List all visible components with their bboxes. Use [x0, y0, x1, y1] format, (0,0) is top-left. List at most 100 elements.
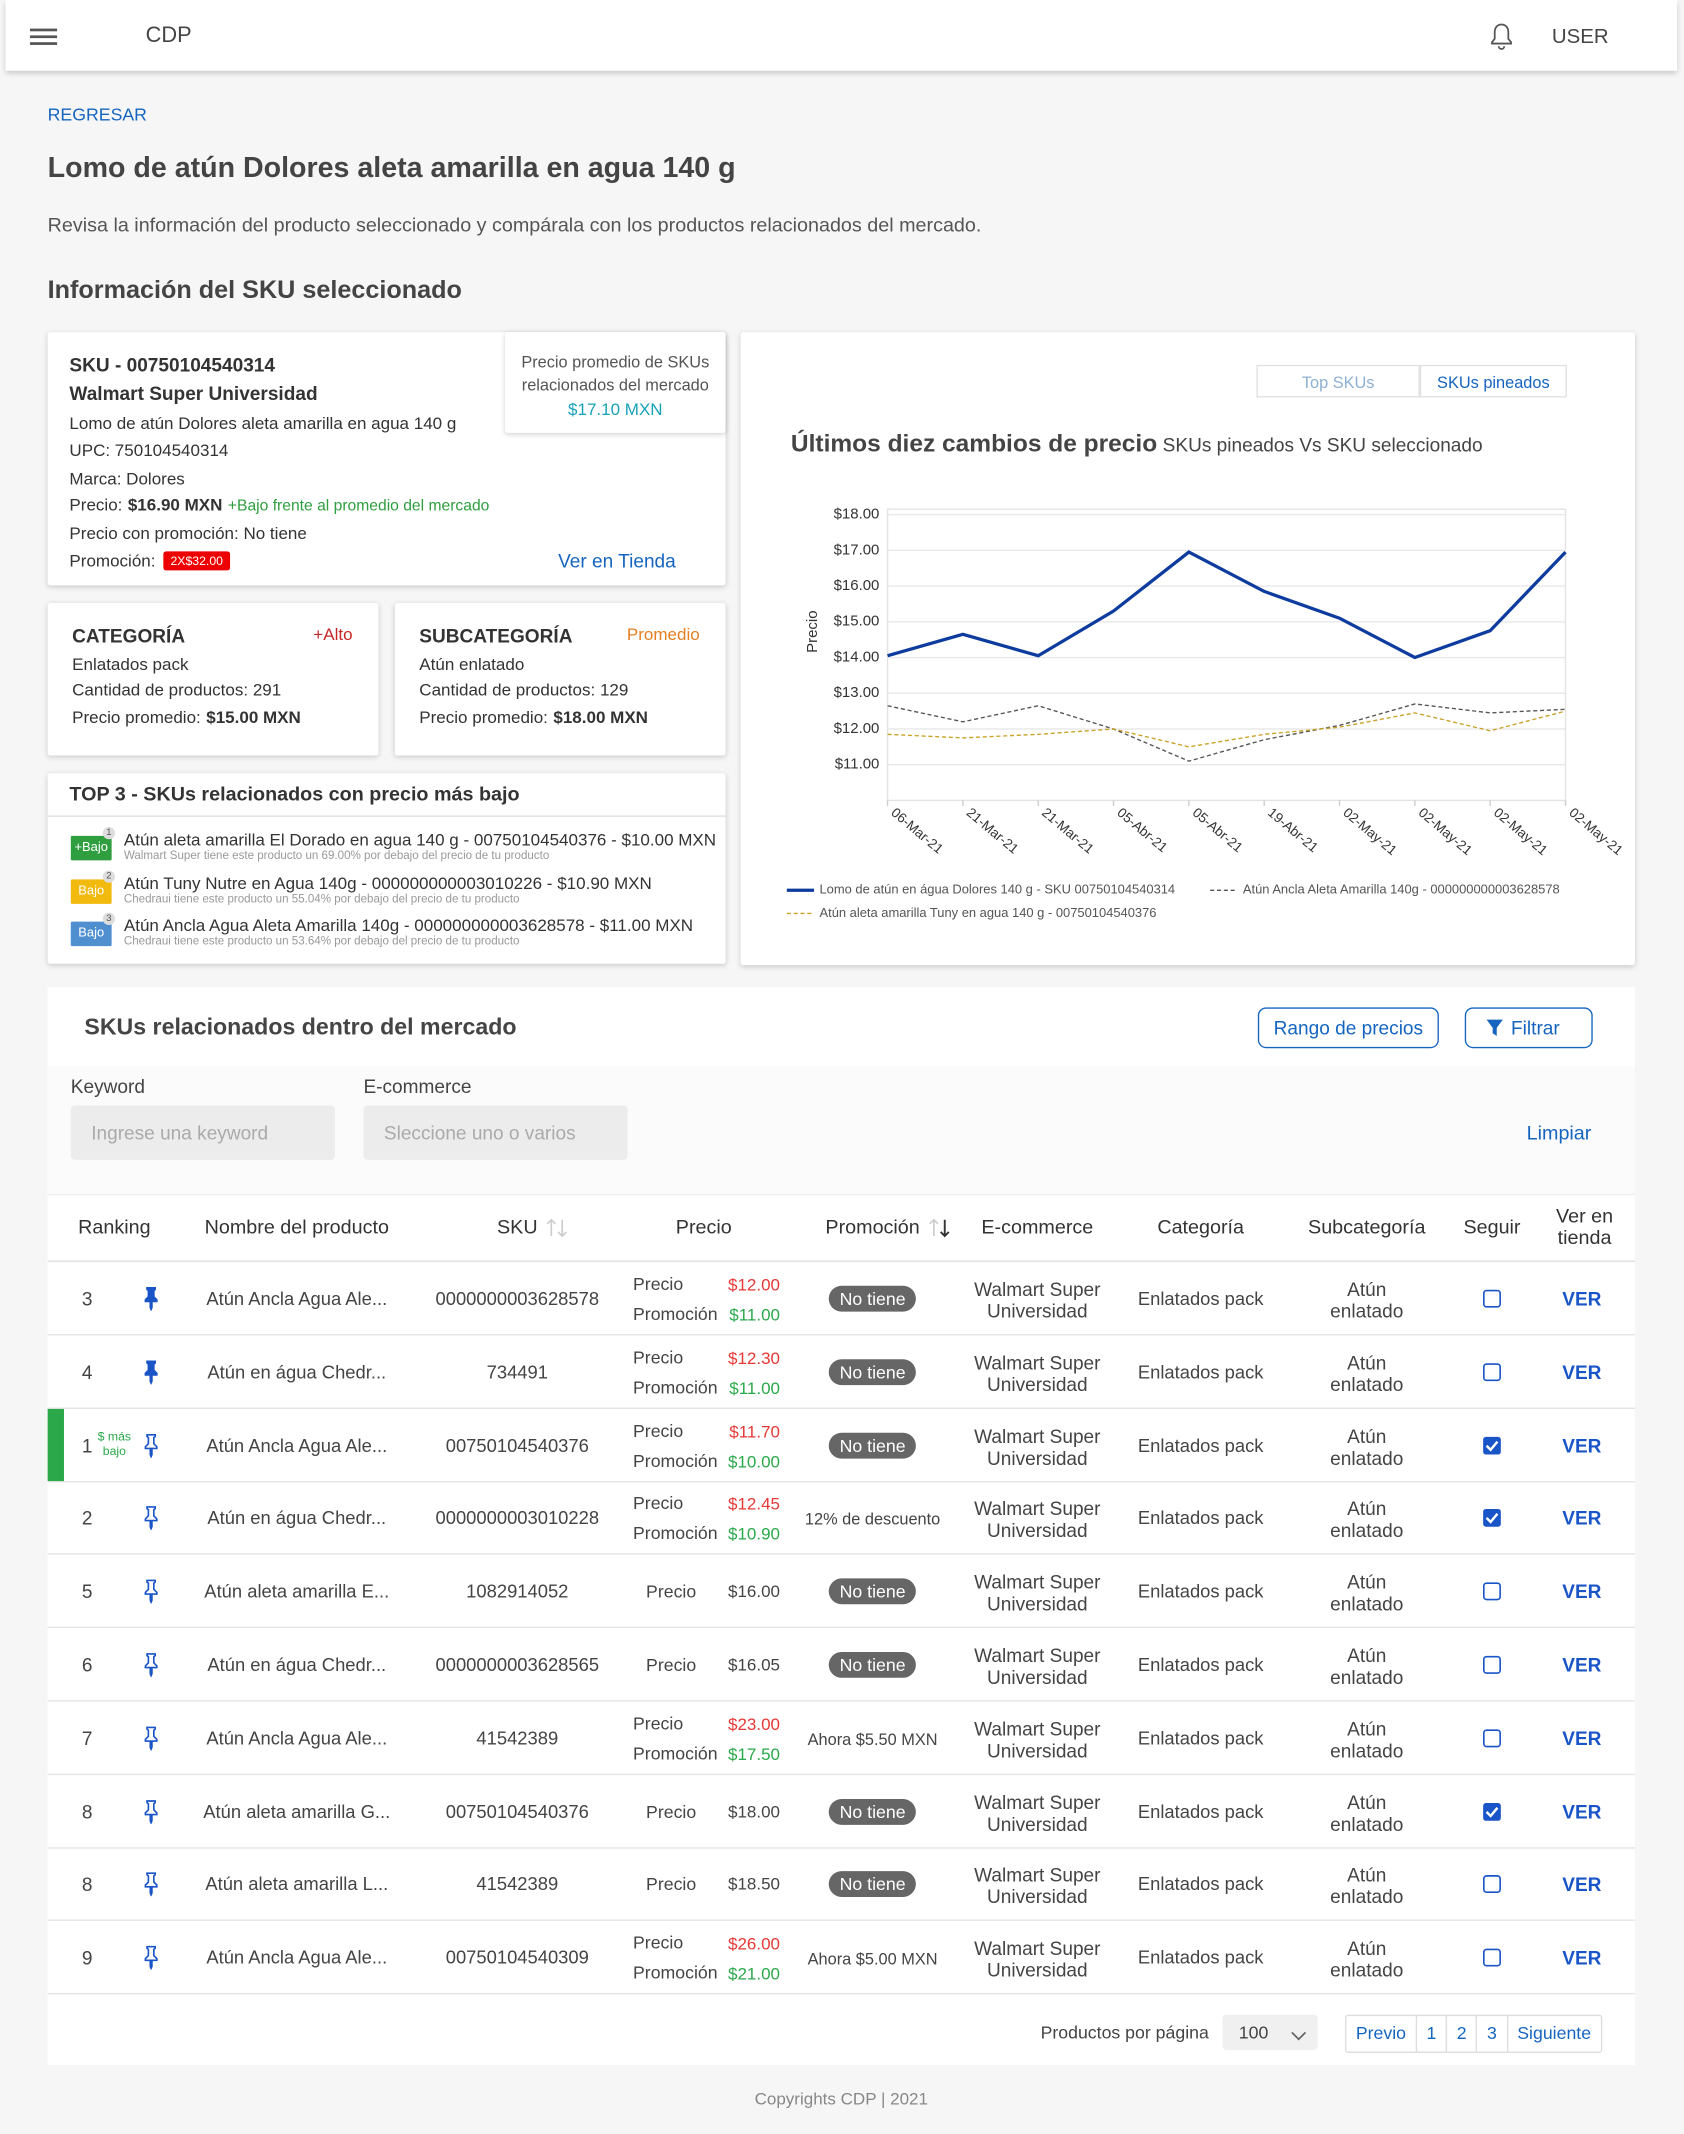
y-tick-label: $14.00 [834, 648, 880, 665]
icon-shape [1291, 2031, 1307, 2041]
view-link[interactable]: VER [1562, 1507, 1602, 1530]
card-tag: +Alto [313, 624, 353, 644]
subcategory: Atún enlatado [1330, 1937, 1404, 1981]
pin-button[interactable] [140, 1946, 162, 1971]
icon-shape [1485, 1440, 1499, 1452]
follow-checkbox[interactable] [1482, 1655, 1501, 1674]
sku: 41542389 [476, 1727, 559, 1749]
ranking: 8 [81, 1873, 93, 1896]
series-line [887, 550, 1567, 660]
pin-button[interactable] [140, 1653, 162, 1678]
ecommerce-select[interactable]: Sleccione uno o varios [363, 1105, 628, 1160]
price-label: Precio [633, 1932, 684, 1954]
series-line [887, 703, 1566, 762]
view-link[interactable]: VER [1562, 1434, 1602, 1457]
sku: 41542389 [476, 1874, 559, 1895]
view-link[interactable]: VER [1562, 1653, 1602, 1676]
pin-button[interactable] [140, 1799, 162, 1825]
icon-shape [144, 1872, 158, 1898]
sort-icon[interactable] [928, 1217, 950, 1239]
pin-button[interactable] [140, 1872, 162, 1898]
promo-label: Promoción [633, 1962, 718, 1983]
column-header[interactable]: SKU [496, 1217, 538, 1239]
ecommerce: Walmart Super Universidad [974, 1790, 1101, 1835]
follow-checkbox[interactable] [1482, 1436, 1501, 1455]
x-tick-label: 02-May-21 [1491, 805, 1550, 858]
page-button[interactable]: Siguiente [1517, 2022, 1592, 2044]
view-link[interactable]: VER [1562, 1873, 1602, 1896]
page-button[interactable]: 1 [1417, 2016, 1448, 2052]
promotion-pill: No tiene [828, 1651, 917, 1678]
icon-shape [1483, 1655, 1501, 1674]
pin-button[interactable] [140, 1360, 162, 1386]
keyword-placeholder: Ingrese una keyword [91, 1121, 269, 1144]
view-link[interactable]: VER [1562, 1727, 1602, 1749]
icon-shape [939, 1219, 950, 1238]
page-button[interactable]: 3 [1477, 2016, 1508, 2052]
sku-promo-row: Promoción: 2X$32.00 [69, 551, 230, 571]
per-page-select[interactable]: 100 [1222, 2014, 1318, 2051]
pin-button[interactable] [140, 1506, 162, 1532]
pin-button[interactable] [140, 1286, 162, 1312]
range-button[interactable]: Rango de precios [1257, 1007, 1439, 1049]
sort-icon[interactable] [546, 1217, 568, 1239]
ecommerce: Walmart Super Universidad [974, 1424, 1101, 1469]
follow-checkbox[interactable] [1482, 1875, 1501, 1894]
view-link[interactable]: VER [1562, 1800, 1602, 1823]
category: Enlatados pack [1137, 1947, 1264, 1969]
icon-shape [557, 1219, 567, 1238]
follow-checkbox[interactable] [1482, 1289, 1501, 1308]
icon-shape [1483, 1509, 1501, 1528]
sku-card: SKU - 00750104540314 Walmart Super Univer… [47, 332, 726, 586]
view-link[interactable]: VER [1562, 1361, 1602, 1383]
top3-badge: +Bajo [70, 835, 112, 861]
view-link[interactable]: VER [1562, 1287, 1602, 1310]
follow-checkbox[interactable] [1482, 1802, 1501, 1821]
pin-button[interactable] [140, 1726, 162, 1752]
page-button[interactable]: Previo [1346, 2016, 1417, 2052]
menu-button[interactable] [29, 26, 58, 48]
ecommerce: Walmart Super Universidad [974, 1351, 1101, 1396]
back-link[interactable]: REGRESAR [47, 104, 147, 125]
clear-button[interactable]: Limpiar [1526, 1123, 1592, 1145]
page-button[interactable]: 2 [1447, 2016, 1478, 2052]
chart-tab[interactable]: SKUs pineados [1419, 364, 1567, 398]
product-name: Atún en água Chedr... [207, 1508, 387, 1529]
view-link[interactable]: VER [1562, 1580, 1602, 1603]
filter-button[interactable]: Filtrar [1464, 1007, 1593, 1049]
table-row: 9 Atún Ancla Agua Ale... 00750104540309 Pre… [47, 1921, 1635, 1995]
sku-name: Lomo de atún Dolores aleta amarilla en a… [69, 413, 457, 433]
icon-shape [144, 1946, 158, 1971]
store-link[interactable]: Ver en Tienda [558, 549, 676, 572]
follow-checkbox[interactable] [1482, 1509, 1501, 1528]
pin-button[interactable] [140, 1579, 162, 1605]
sku-price-row: Precio: $16.90 MXN +Bajo frente al promedi… [69, 496, 489, 515]
notifications-button[interactable] [1489, 22, 1514, 52]
column-header: E-commerce [981, 1217, 1094, 1239]
keyword-label: Keyword [70, 1075, 145, 1098]
follow-checkbox[interactable] [1482, 1582, 1501, 1601]
column-header: Seguir [1463, 1217, 1521, 1239]
follow-checkbox[interactable] [1482, 1948, 1501, 1967]
keyword-input[interactable]: Ingrese una keyword [70, 1105, 335, 1160]
product-name: Atún Ancla Agua Ale... [206, 1288, 388, 1309]
price: $23.00 [727, 1714, 781, 1735]
price-label: Precio [646, 1801, 697, 1822]
user-menu[interactable]: USER [1551, 25, 1609, 49]
chart-tab[interactable]: Top SKUs [1256, 364, 1420, 398]
column-header[interactable]: Promoción [825, 1217, 920, 1239]
y-tick-label: $15.00 [834, 613, 880, 630]
pin-button[interactable] [140, 1433, 162, 1459]
x-tick-label: 06-Mar-21 [888, 805, 946, 857]
view-link[interactable]: VER [1562, 1946, 1602, 1969]
table-header: Ranking Nombre del producto SKU Precio Promo… [47, 1193, 1635, 1262]
icon-shape [1483, 1802, 1501, 1821]
promotion: Ahora $5.00 MXN [807, 1949, 938, 1969]
promo-badge: 2X$32.00 [163, 551, 230, 571]
icon-shape [1483, 1582, 1501, 1601]
series-line [887, 710, 1566, 748]
ecommerce: Walmart Super Universidad [974, 1644, 1101, 1689]
footer: Copyrights CDP | 2021 [754, 2089, 928, 2109]
follow-checkbox[interactable] [1482, 1362, 1501, 1381]
follow-checkbox[interactable] [1482, 1729, 1501, 1748]
